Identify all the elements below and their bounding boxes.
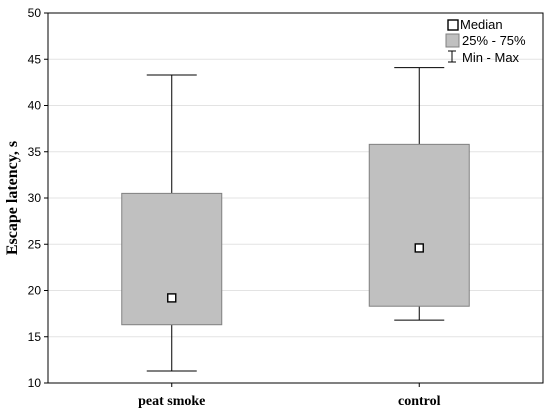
y-tick-label: 20 <box>28 284 42 298</box>
box-legend-icon <box>445 33 460 48</box>
y-axis-ticks: 10 15 20 25 30 35 40 45 50 <box>28 6 48 390</box>
iqr-box <box>121 192 223 326</box>
median-legend-icon <box>447 19 459 31</box>
y-tick-label: 15 <box>28 330 42 344</box>
x-tick-label: peat smoke <box>138 394 205 409</box>
legend: Median 25% - 75% Min - Max <box>445 17 526 65</box>
box-group <box>121 74 223 372</box>
iqr-box <box>368 143 470 307</box>
y-tick-label: 40 <box>28 99 42 113</box>
legend-whisker-label: Min - Max <box>462 50 520 65</box>
y-tick-label: 30 <box>28 191 42 205</box>
median-marker <box>414 243 424 253</box>
y-tick-label: 50 <box>28 6 42 20</box>
boxes <box>121 67 470 372</box>
median-marker <box>167 293 177 303</box>
x-tick-label: control <box>398 394 441 409</box>
box-group <box>368 67 470 321</box>
y-axis-title: Escape latency, s <box>4 141 21 255</box>
x-axis-labels: peat smoke control <box>138 383 441 409</box>
y-tick-label: 35 <box>28 145 42 159</box>
y-tick-label: 10 <box>28 376 42 390</box>
whisker-legend-icon <box>448 50 456 63</box>
y-tick-label: 45 <box>28 52 42 66</box>
y-tick-label: 25 <box>28 237 42 251</box>
legend-median-label: Median <box>460 17 503 32</box>
legend-box-label: 25% - 75% <box>462 33 526 48</box>
